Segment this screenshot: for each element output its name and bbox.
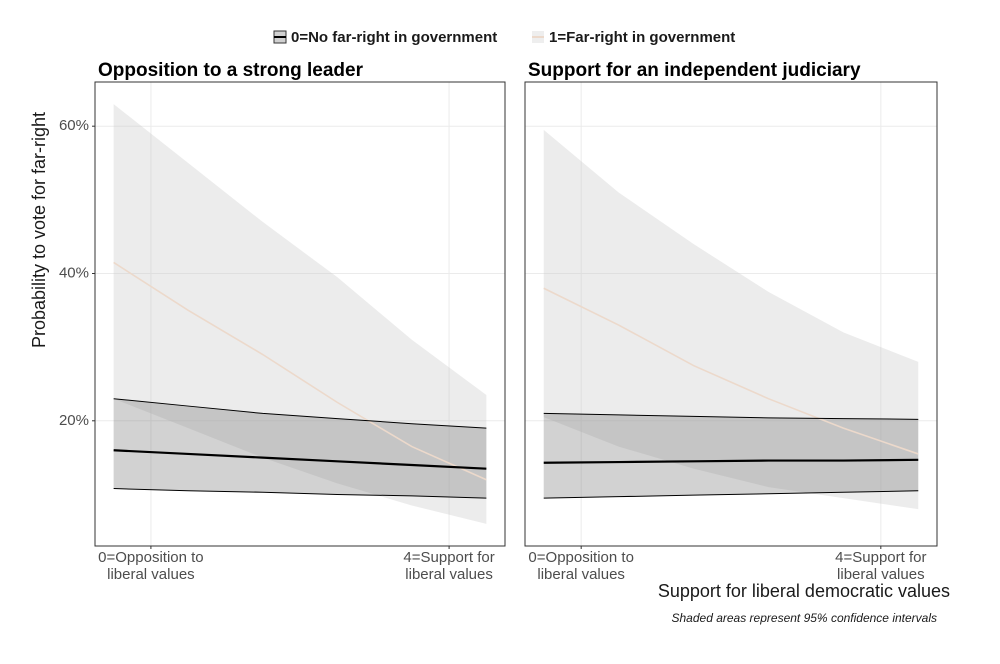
series-line <box>113 261 487 481</box>
x-axis-label: Support for liberal democratic values <box>658 581 950 601</box>
confidence-band <box>113 398 487 499</box>
ci-lower-line <box>543 490 919 499</box>
x-tick-label: 0=Opposition to liberal values <box>528 549 634 583</box>
panel-border <box>524 81 938 547</box>
x-tick-label: 4=Support for liberal values <box>835 549 927 583</box>
series-line <box>113 449 487 470</box>
series-line <box>543 458 919 464</box>
ci-lower-line <box>113 488 487 499</box>
y-tick-label: 20% <box>59 412 89 429</box>
panel-title: Opposition to a strong leader <box>98 60 364 81</box>
y-axis-label: Probability to vote for far-right <box>29 112 49 348</box>
y-tick-label: 60% <box>59 117 89 134</box>
panel-title: Support for an independent judiciary <box>528 60 861 81</box>
x-tick-label: 4=Support for liberal values <box>403 549 495 583</box>
legend-label: 0=No far-right in government <box>291 29 497 46</box>
panel-background <box>95 82 505 546</box>
panel-border <box>94 81 506 547</box>
confidence-band <box>543 413 919 499</box>
series-line <box>543 287 919 455</box>
confidence-band <box>543 129 919 510</box>
confidence-band <box>113 104 487 524</box>
note: Shaded areas represent 95% confidence in… <box>672 611 938 625</box>
ci-upper-line <box>113 398 487 429</box>
panel-background <box>525 82 937 546</box>
y-tick-label: 40% <box>59 264 89 281</box>
legend-label: 1=Far-right in government <box>549 29 735 46</box>
x-tick-label: 0=Opposition to liberal values <box>98 549 204 583</box>
ci-upper-line <box>543 412 919 420</box>
